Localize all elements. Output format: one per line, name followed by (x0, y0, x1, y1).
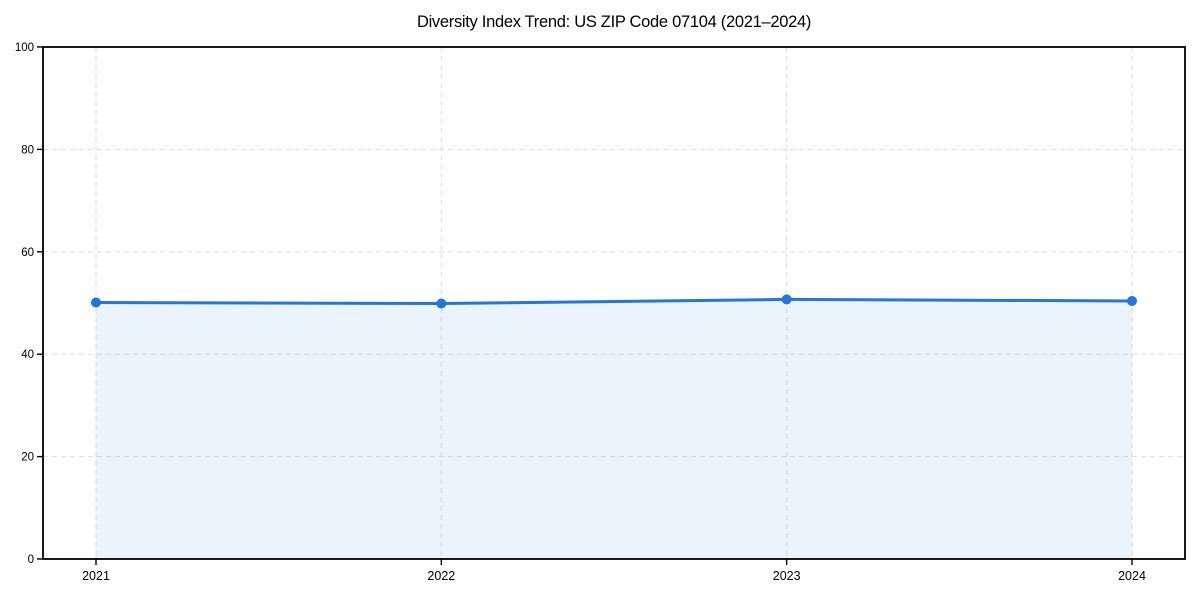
chart-title: Diversity Index Trend: US ZIP Code 07104… (417, 13, 811, 31)
y-tick-label-100: 100 (15, 42, 34, 54)
data-point-2024 (1127, 295, 1137, 306)
x-tick-label-2024: 2024 (1118, 569, 1146, 583)
data-point-2021 (91, 297, 101, 308)
y-tick-label-80: 80 (21, 144, 34, 156)
y-tick-label-60: 60 (21, 247, 34, 259)
y-tick-label-40: 40 (21, 349, 34, 361)
x-tick-label-2023: 2023 (773, 569, 801, 583)
y-tick-label-0: 0 (28, 554, 34, 566)
plot-area: 0 20 40 60 80 100 2021 2022 2023 2024 (15, 42, 1186, 583)
data-point-2023 (781, 294, 792, 305)
x-tick-label-2022: 2022 (427, 569, 455, 583)
data-point-2022 (436, 298, 447, 309)
y-tick-label-20: 20 (21, 452, 34, 464)
trend-line (94, 297, 1134, 306)
area-fill (96, 299, 1132, 559)
axes-frame (42, 46, 1186, 560)
x-tick-label-2021: 2021 (82, 569, 110, 583)
